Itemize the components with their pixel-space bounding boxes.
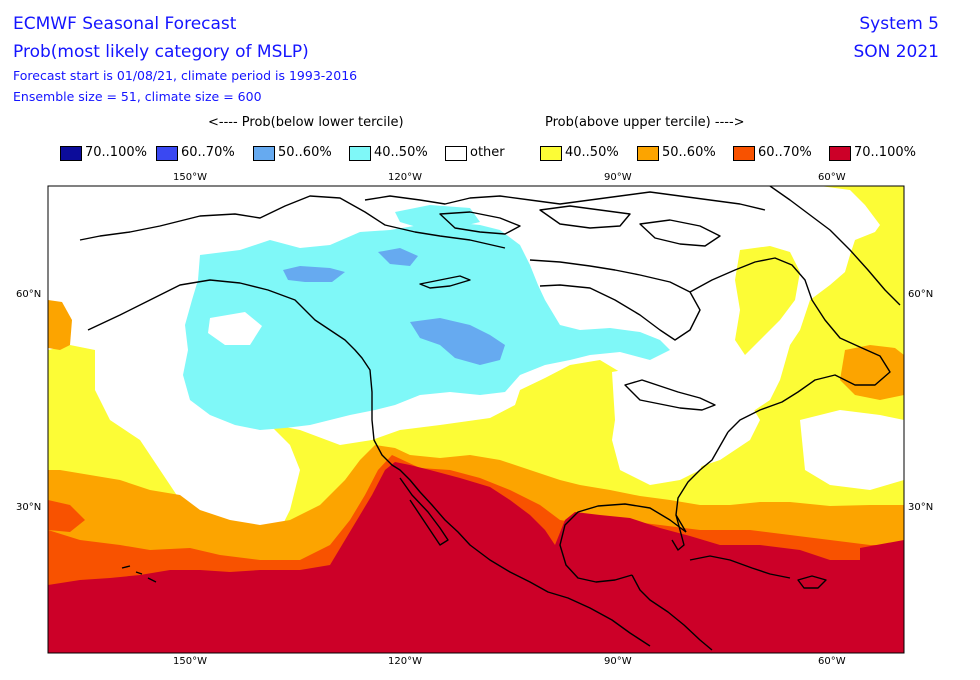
region-above-60-70 (48, 500, 85, 532)
legend-label: 40..50% (565, 145, 619, 160)
legend-swatch (253, 146, 275, 161)
legend-label: 60..70% (758, 145, 812, 160)
lon-tick-top-150w: 150°W (173, 172, 207, 183)
coastline-great-lakes (624, 379, 716, 411)
coastline-gulf-of-mexico (559, 503, 687, 583)
legend-label: other (470, 145, 505, 160)
legend-swatch (156, 146, 178, 161)
legend-swatch (829, 146, 851, 161)
region-above-70-100 (860, 540, 904, 566)
lon-tick-bottom-60w: 60°W (818, 656, 846, 667)
coastline-alaska-north (79, 195, 506, 249)
legend-label: 70..100% (85, 145, 147, 160)
title-line-2: Prob(most likely category of MSLP) (13, 42, 309, 62)
coastline-cuba (689, 555, 791, 579)
legend-label: 70..100% (854, 145, 916, 160)
region-below-50-60 (283, 266, 345, 282)
map-frame (47, 185, 905, 654)
region-above-50-60 (840, 345, 904, 400)
lon-tick-top-60w: 60°W (818, 172, 846, 183)
region-other (208, 312, 262, 345)
legend-swatch (733, 146, 755, 161)
coastline-arctic-islands (364, 191, 766, 211)
legend-swatch (445, 146, 467, 161)
region-below-50-60 (378, 248, 418, 266)
below-tercile-header: <---- Prob(below lower tercile) (208, 115, 404, 130)
region-below-50-60 (410, 318, 505, 365)
lon-tick-top-120w: 120°W (388, 172, 422, 183)
coastline-baja (399, 477, 449, 546)
coastline-east-us (675, 431, 729, 533)
coastline-west-north-america (87, 279, 651, 647)
lat-tick-right-30n: 30°N (908, 502, 934, 513)
coastlines (79, 186, 901, 651)
coastline-greenland (769, 186, 901, 306)
ensemble-info-line: Ensemble size = 51, climate size = 600 (13, 89, 262, 104)
lon-tick-bottom-150w: 150°W (173, 656, 207, 667)
coastline-arctic-islands (439, 211, 521, 235)
coastline-hudson-bay (529, 259, 701, 341)
above-tercile-header: Prob(above upper tercile) ----> (545, 115, 745, 130)
coastline-arctic-islands (639, 219, 721, 247)
lon-tick-top-90w: 90°W (604, 172, 632, 183)
legend-swatch (60, 146, 82, 161)
lat-tick-left-30n: 30°N (16, 502, 42, 513)
coastline-florida (671, 514, 685, 551)
season-label: SON 2021 (853, 42, 939, 62)
coastline-central-america (631, 574, 713, 651)
legend-swatch (637, 146, 659, 161)
coastline-hispaniola (797, 575, 827, 589)
system-label: System 5 (859, 14, 939, 34)
coastline-hawaii (121, 565, 157, 583)
region-other (800, 410, 904, 490)
region-above-40-50 (735, 246, 800, 355)
lon-tick-bottom-90w: 90°W (604, 656, 632, 667)
forecast-info-line: Forecast start is 01/08/21, climate peri… (13, 68, 358, 83)
legend-label: 40..50% (374, 145, 428, 160)
region-above-70-100 (48, 462, 904, 653)
region-other (95, 345, 300, 555)
coastline-arctic-islands (539, 205, 631, 229)
region-below-40-50 (395, 205, 480, 228)
legend-swatch (540, 146, 562, 161)
lat-tick-left-60n: 60°N (16, 289, 42, 300)
legend-label: 50..60% (662, 145, 716, 160)
region-above-50-60 (48, 300, 72, 350)
legend-label: 50..60% (278, 145, 332, 160)
lon-tick-bottom-120w: 120°W (388, 656, 422, 667)
lat-tick-right-60n: 60°N (908, 289, 934, 300)
legend-swatch (349, 146, 371, 161)
title-line-1: ECMWF Seasonal Forecast (13, 14, 237, 34)
coastline-east-canada (689, 257, 891, 433)
legend-label: 60..70% (181, 145, 235, 160)
coastline-great-slave-lake (419, 275, 471, 289)
region-other (612, 365, 760, 470)
